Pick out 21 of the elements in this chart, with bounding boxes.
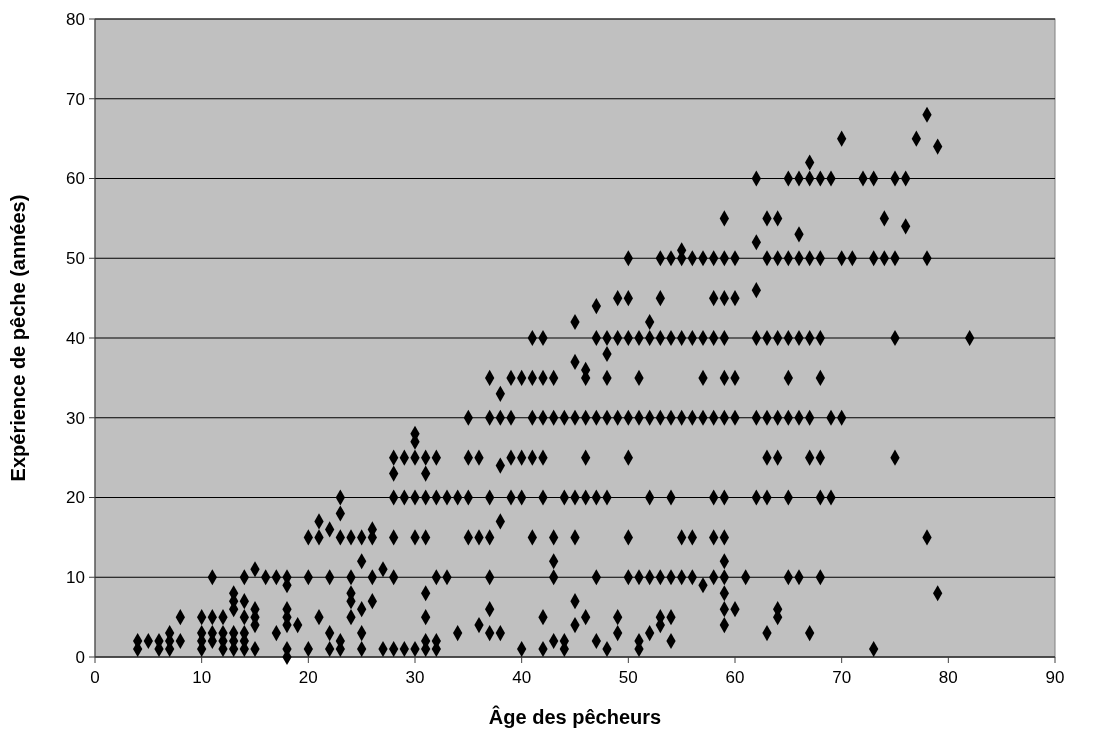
y-axis-title: Expérience de pêche (années) [7, 194, 29, 482]
x-tick-label: 60 [725, 668, 745, 687]
x-tick-label: 40 [512, 668, 532, 687]
y-tick-label: 0 [75, 647, 85, 667]
x-tick-label: 0 [90, 668, 100, 687]
x-tick-label: 90 [1045, 668, 1065, 687]
y-tick-label: 70 [66, 89, 85, 109]
y-tick-label: 20 [66, 488, 85, 508]
y-tick-label: 40 [66, 328, 85, 348]
x-tick-label: 80 [938, 668, 958, 687]
y-tick-label: 30 [66, 408, 85, 428]
x-tick-label: 50 [618, 668, 638, 687]
x-tick-label: 20 [298, 668, 318, 687]
x-tick-label: 10 [192, 668, 212, 687]
y-tick-label: 50 [66, 249, 85, 269]
x-tick-label: 30 [405, 668, 425, 687]
x-tick-label: 70 [832, 668, 852, 687]
y-tick-label: 60 [66, 169, 85, 189]
y-tick-label: 80 [66, 9, 85, 29]
x-axis-title: Âge des pêcheurs [488, 705, 662, 728]
y-tick-label: 10 [66, 568, 85, 588]
